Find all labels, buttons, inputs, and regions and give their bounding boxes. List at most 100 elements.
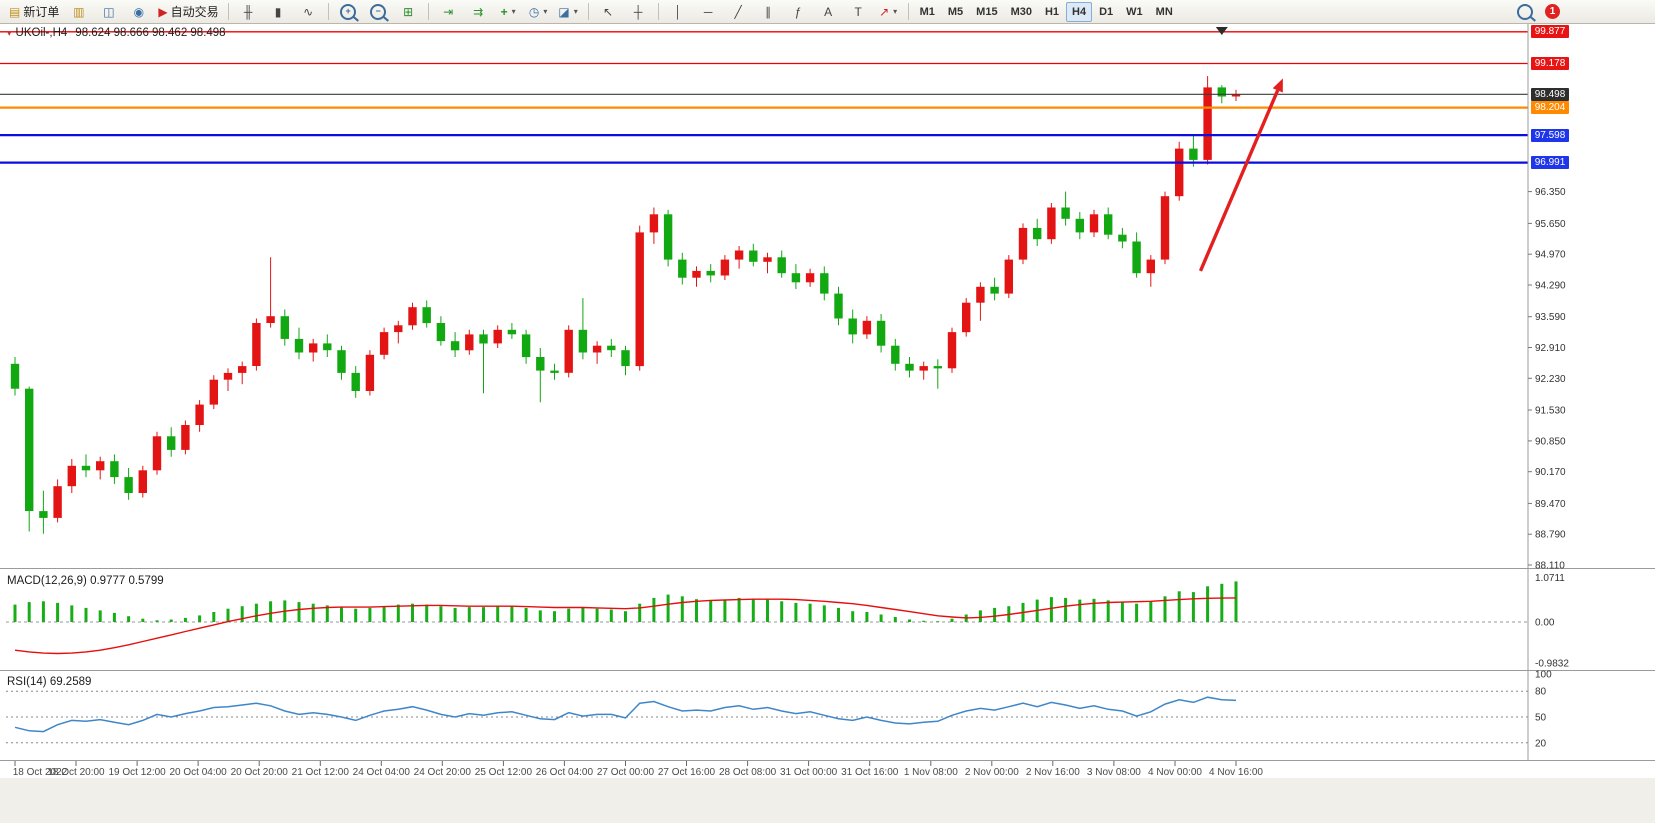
autotrading-icon: ▶: [158, 4, 168, 19]
timeframe-m5-button[interactable]: M5: [947, 5, 964, 18]
trend-line-button[interactable]: ╱: [724, 1, 753, 23]
bar-chart-button[interactable]: ╫: [234, 1, 263, 23]
fibonacci-icon: ƒ: [794, 4, 802, 19]
notification-badge[interactable]: 1: [1545, 4, 1560, 19]
channel-button[interactable]: ∥: [754, 1, 783, 23]
tim eframe-h1-button[interactable]: H1: [1044, 5, 1060, 18]
svg-text:19 Oct 12:00: 19 Oct 12:00: [108, 767, 166, 778]
navigator-button[interactable]: ◉: [124, 1, 153, 23]
horizontal-line-button[interactable]: ─: [694, 1, 723, 23]
timeframe-mn-button[interactable]: MN: [1155, 5, 1173, 18]
zoom-out-icon: −: [370, 3, 387, 20]
chart-shift-button[interactable]: ⇥: [434, 1, 463, 23]
channel-icon: ∥: [765, 4, 772, 19]
svg-text:95.650: 95.650: [1535, 219, 1566, 230]
cursor-icon: ↖: [603, 4, 614, 19]
svg-text:4 Nov 16:00: 4 Nov 16:00: [1209, 767, 1263, 778]
zoom-out-button[interactable]: −: [364, 1, 393, 23]
zoom-in-icon: +: [340, 3, 357, 20]
chevron-down-icon: ▾: [893, 7, 898, 16]
toolbar-separator: [657, 3, 659, 20]
toolbar-separator: [327, 3, 329, 20]
timeframe-w1-button[interactable]: W1: [1126, 5, 1143, 18]
bar-chart-icon: ╫: [243, 4, 253, 19]
svg-text:2 Nov 16:00: 2 Nov 16:00: [1026, 767, 1080, 778]
zoom-in-button[interactable]: +: [334, 1, 363, 23]
svg-text:88.110: 88.110: [1535, 561, 1565, 572]
chevron-down-icon: ▾: [543, 7, 548, 16]
timeframe-m15-button[interactable]: M15: [976, 5, 998, 18]
auto-scroll-icon: ⇉: [473, 4, 484, 19]
line-chart-button[interactable]: ∿: [294, 1, 323, 23]
chart-canvas[interactable]: 96.350 95.650 94.970 94.290 93.590 92.910 92.2…: [0, 24, 1655, 823]
svg-text:4 Nov 00:00: 4 Nov 00:00: [1148, 767, 1202, 778]
svg-text:50: 50: [1535, 713, 1547, 724]
macd-signal-line: [14, 597, 1237, 655]
svg-text:26 Oct 04:00: 26 Oct 04:00: [536, 767, 594, 778]
svg-text:20 Oct 20:00: 20 Oct 20:00: [231, 767, 289, 778]
svg-text:24 Oct 20:00: 24 Oct 20:00: [414, 767, 472, 778]
fibonacci-button[interactable]: ƒ: [784, 1, 813, 23]
arrow-tool-button[interactable]: ↗ ▾: [874, 1, 903, 23]
svg-text:91.530: 91.530: [1535, 406, 1566, 417]
panel-separators: [0, 24, 1655, 761]
timeframe-m1-button[interactable]: M1: [919, 5, 935, 18]
svg-text:0.00: 0.00: [1535, 618, 1555, 629]
new-order-icon: ▤: [9, 4, 21, 19]
templates-button[interactable]: ◪ ▾: [554, 1, 583, 23]
new-order-button[interactable]: ▤ 新订单: [5, 1, 63, 23]
svg-text:24 Oct 04:00: 24 Oct 04:00: [353, 767, 411, 778]
text-button[interactable]: A: [814, 1, 843, 23]
vertical-line-button[interactable]: │: [664, 1, 693, 23]
rsi-label: RSI(14) 69.2589: [7, 676, 92, 688]
crosshair-button[interactable]: ┼: [624, 1, 653, 23]
macd-histogram: [13, 581, 1238, 622]
svg-text:93.590: 93.590: [1535, 312, 1566, 323]
one-click-trading-toggle[interactable]: ▾: [7, 28, 12, 38]
bar-end-marker: [1215, 27, 1228, 35]
autotrading-button[interactable]: ▶ 自动交易: [154, 1, 222, 23]
periods-button[interactable]: ◷ ▾: [524, 1, 553, 23]
svg-text:28 Oct 08:00: 28 Oct 08:00: [719, 767, 777, 778]
rsi-line: [14, 696, 1237, 733]
cursor-button[interactable]: ↖: [594, 1, 623, 23]
svg-text:31 Oct 00:00: 31 Oct 00:00: [780, 767, 838, 778]
svg-text:100: 100: [1535, 670, 1552, 681]
timeframe-d1-button[interactable]: D1: [1099, 5, 1114, 18]
candles: [10, 76, 1241, 534]
candlestick-chart-button[interactable]: ▮: [264, 1, 293, 23]
svg-text:-0.9832: -0.9832: [1535, 658, 1569, 669]
toolbar-separator: [227, 3, 229, 20]
line-chart-icon: ∿: [303, 4, 314, 19]
svg-text:27 Oct 16:00: 27 Oct 16:00: [658, 767, 716, 778]
text-label-icon: T: [854, 4, 862, 19]
trend-arrow[interactable]: [1198, 78, 1283, 272]
svg-text:90.850: 90.850: [1535, 436, 1566, 447]
market-watch-icon: ◫: [103, 4, 115, 19]
market-watch-button[interactable]: ◫: [94, 1, 123, 23]
text-label-button[interactable]: T: [844, 1, 873, 23]
tile-windows-button[interactable]: ⊞: [394, 1, 423, 23]
svg-text:90.170: 90.170: [1535, 467, 1566, 478]
text-icon: A: [824, 4, 833, 19]
svg-text:94.290: 94.290: [1535, 281, 1566, 292]
autotrading-label: 自动交易: [170, 5, 219, 19]
search-icon[interactable]: [1517, 3, 1533, 20]
svg-text:92.230: 92.230: [1535, 374, 1566, 385]
svg-text:96.350: 96.350: [1535, 187, 1566, 198]
price-axis: 96.350 95.650 94.970 94.290 93.590 92.910 92.2…: [1528, 187, 1566, 572]
auto-scroll-button[interactable]: ⇉: [464, 1, 493, 23]
add-indicator-button[interactable]: + ▾: [494, 1, 523, 23]
toolbar-separator: [907, 3, 909, 20]
svg-text:18 Oct 2022: 18 Oct 2022: [13, 767, 68, 778]
chart-area: 96.350 95.650 94.970 94.290 93.590 92.910 92.2…: [0, 24, 1655, 823]
chart-profiles-button[interactable]: ▥: [64, 1, 93, 23]
horizontal-line-icon: ─: [703, 4, 713, 19]
svg-text:31 Oct 16:00: 31 Oct 16:00: [841, 767, 899, 778]
timeframe-m30-button[interactable]: M30: [1010, 5, 1032, 18]
timeframe-h4-button[interactable]: H4: [1066, 1, 1093, 22]
svg-text:80: 80: [1535, 687, 1547, 698]
toolbar: ▤ 新订单 ▥ ◫ ◉ ▶ 自动交易 ╫ ▮ ∿ + −: [0, 0, 1655, 24]
